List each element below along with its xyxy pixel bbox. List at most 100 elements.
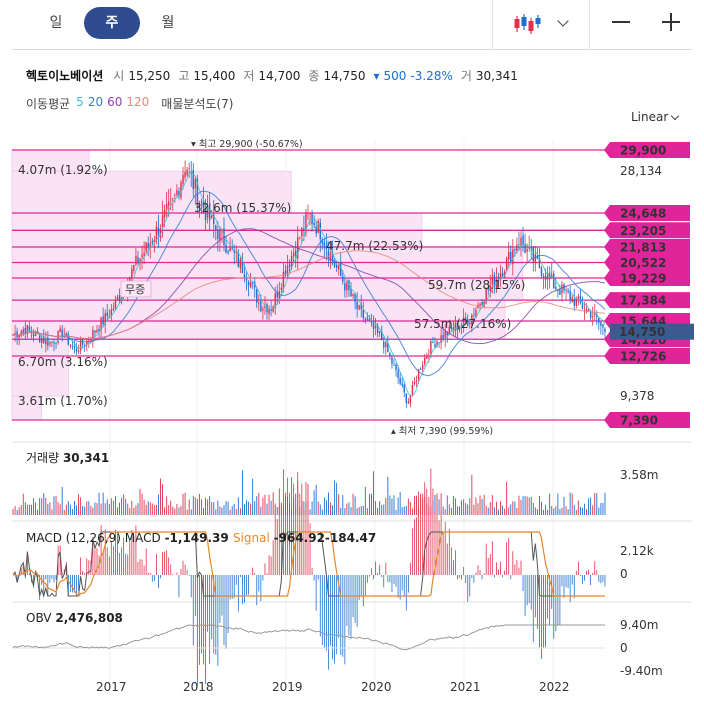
candle-body: [428, 355, 430, 357]
candle-body: [395, 364, 397, 370]
candle-body: [413, 381, 416, 385]
candle-body: [215, 225, 217, 230]
candle-body: [337, 265, 340, 270]
obv-axis-tick: 9.40m: [620, 618, 658, 632]
candle-body: [499, 273, 502, 279]
candle-body: [276, 292, 278, 298]
candle-body: [188, 168, 190, 170]
volume-profile-label[interactable]: 매물분석도(7): [161, 97, 234, 111]
candle-body: [196, 179, 199, 206]
candle-body: [448, 326, 451, 334]
candle-body: [94, 330, 96, 333]
candle-body: [141, 254, 143, 258]
candle-body: [532, 246, 535, 262]
ma60-label[interactable]: 60: [107, 95, 123, 109]
candle-body: [368, 318, 371, 322]
macd-title: MACD (12,26,9) MACD -1,149.39 Signal -96…: [26, 531, 376, 545]
candle-body: [321, 239, 324, 244]
tab-weekly[interactable]: 주: [84, 7, 140, 39]
candle-body: [559, 289, 561, 295]
candle-body: [313, 222, 315, 226]
candle-body: [131, 268, 133, 279]
x-axis-tick: 2019: [272, 680, 303, 694]
price-level-tag-label: 17,384: [620, 294, 666, 308]
candle-body: [90, 340, 92, 342]
candle-body: [284, 270, 287, 276]
candle-body: [274, 293, 276, 308]
candle-body: [432, 341, 434, 343]
candle-body: [450, 327, 453, 329]
candle-body: [241, 260, 244, 274]
price-level-tag-label: 19,229: [620, 271, 666, 285]
candle-body: [256, 288, 258, 303]
candle-body: [34, 331, 37, 337]
candle-body: [516, 245, 518, 251]
candle-body: [79, 340, 82, 351]
candle-body: [444, 331, 446, 340]
current-price-label: 14,750: [619, 325, 665, 339]
volume-profile-label: 3.61m (1.70%): [18, 394, 108, 408]
candle-body: [522, 235, 524, 246]
candle-body: [229, 245, 231, 252]
volume-profile-label: 4.07m (1.92%): [18, 163, 108, 177]
candle-body: [589, 311, 592, 318]
candle-body: [219, 229, 221, 242]
tab-monthly[interactable]: 월: [161, 15, 175, 31]
price-level-tag-label: 7,390: [620, 414, 658, 428]
candle-body: [161, 215, 164, 227]
candle-body: [120, 295, 123, 302]
candle-body: [167, 201, 170, 206]
candle-body: [544, 275, 547, 281]
candle-body: [106, 312, 108, 317]
candle-body: [430, 340, 432, 355]
candle-body: [135, 255, 137, 265]
candle-body: [442, 335, 444, 339]
candle-body: [26, 325, 29, 334]
candle-body: [335, 264, 338, 268]
candle-body: [194, 179, 197, 189]
candle-body: [182, 175, 184, 184]
candle-body: [598, 318, 600, 323]
price-level-tag: [604, 239, 690, 256]
ma5-label[interactable]: 5: [76, 95, 84, 109]
candle-body: [28, 326, 31, 330]
candle-body: [329, 253, 332, 261]
candle-body: [452, 327, 455, 331]
candle-body: [157, 227, 160, 235]
tab-daily[interactable]: 일: [49, 15, 63, 31]
zoom-in-button[interactable]: [646, 0, 696, 50]
candle-body: [83, 344, 86, 346]
high-annotation: ▾ 최고 29,900 (-50.67%): [191, 139, 303, 150]
candle-body: [479, 303, 481, 306]
candle-body: [467, 319, 469, 326]
candle-body: [233, 250, 235, 253]
candle-body: [16, 331, 18, 338]
chart-type-button[interactable]: [492, 0, 590, 50]
candle-body: [149, 243, 151, 246]
signal-line: [12, 531, 605, 597]
obv-line: [12, 624, 605, 651]
price-level-tag: [604, 269, 690, 286]
volume-profile-band: [11, 246, 524, 301]
candle-body: [114, 299, 117, 310]
candle-body: [585, 308, 588, 312]
candle-body: [526, 248, 528, 252]
period-tabs: 일 주 월: [28, 7, 196, 39]
ma20-label[interactable]: 20: [87, 95, 104, 109]
candle-body: [18, 334, 20, 338]
candle-body: [489, 285, 491, 292]
volume-profile-label: 59.7m (28.15%): [428, 278, 525, 292]
scale-mode-select[interactable]: Linear: [631, 110, 680, 124]
change-arrow-icon: ▾: [373, 69, 380, 83]
candle-body: [464, 317, 467, 321]
price-level-tag: [604, 204, 690, 221]
x-axis-tick: 2017: [96, 680, 127, 694]
zoom-out-button[interactable]: [596, 0, 646, 50]
ma5-line: [12, 170, 606, 397]
candle-body: [249, 282, 252, 288]
ma120-label[interactable]: 120: [126, 95, 150, 109]
event-marker: 무증: [125, 283, 145, 296]
candle-body: [393, 365, 395, 366]
candle-body: [290, 256, 293, 268]
